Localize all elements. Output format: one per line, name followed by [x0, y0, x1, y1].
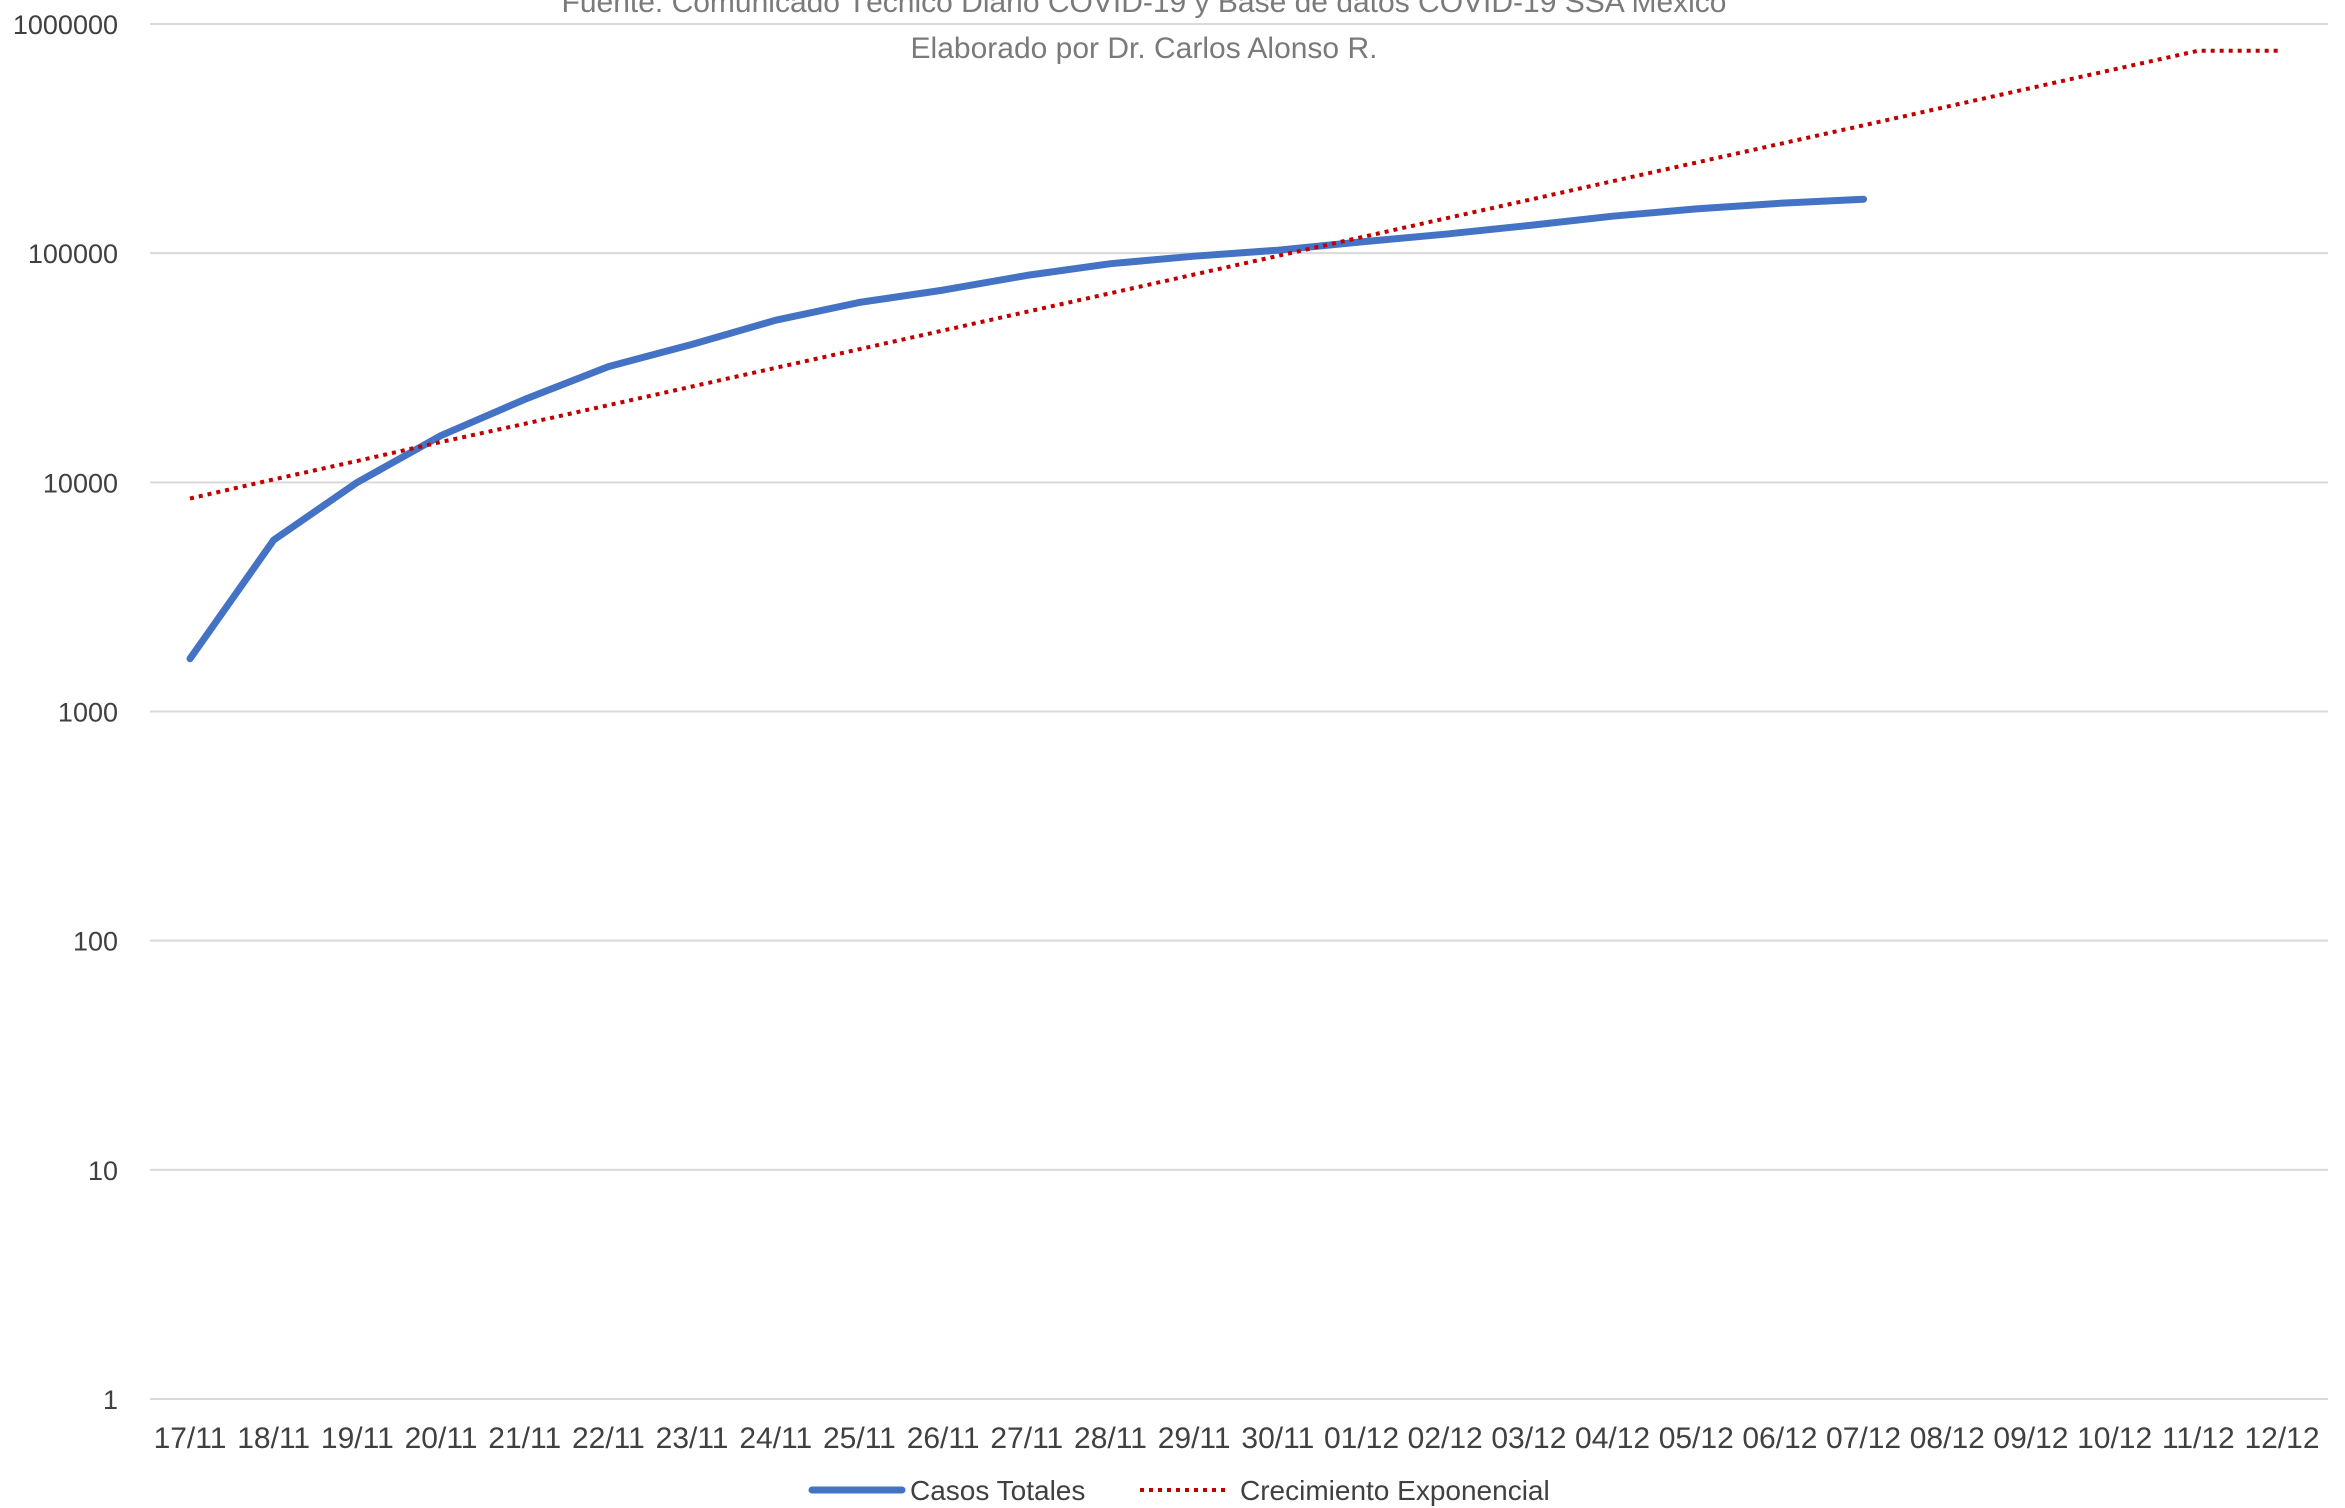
- x-tick-label: 20/11: [405, 1422, 478, 1455]
- chart-subtitle: Fuente: Comunicado Técnico Diario COVID-…: [562, 0, 1727, 65]
- x-tick-label: 11/12: [2162, 1422, 2235, 1455]
- x-axis-ticks: 17/11 18/11 19/11 20/11 21/11 22/11 23/11 24/11…: [154, 1422, 2320, 1455]
- x-tick-label: 08/12: [1910, 1422, 1985, 1455]
- legend-label-crecimiento-exponencial: Crecimiento Exponencial: [1240, 1475, 1550, 1506]
- x-tick-label: 29/11: [1158, 1422, 1231, 1455]
- y-tick-label: 1: [103, 1385, 118, 1415]
- x-tick-label: 23/11: [656, 1422, 729, 1455]
- x-tick-label: 26/11: [907, 1422, 980, 1455]
- y-tick-label: 1000000: [13, 10, 118, 40]
- x-tick-label: 03/12: [1491, 1422, 1566, 1455]
- x-tick-label: 27/11: [990, 1422, 1063, 1455]
- subtitle-line-1: Fuente: Comunicado Técnico Diario COVID-…: [562, 0, 1727, 19]
- series-line-crecimiento-exponencial: [189, 48, 2282, 501]
- x-tick-label: 18/11: [237, 1422, 310, 1455]
- x-tick-label: 24/11: [739, 1422, 812, 1455]
- legend: Casos Totales Crecimiento Exponencial: [808, 1475, 1550, 1506]
- x-tick-label: 12/12: [2244, 1422, 2319, 1455]
- y-axis-ticks: 1 10 100 1000 10000 100000 1000000: [13, 10, 118, 1415]
- y-tick-label: 10000: [43, 468, 118, 498]
- x-tick-label: 22/11: [572, 1422, 645, 1455]
- x-tick-label: 07/12: [1826, 1422, 1901, 1455]
- x-tick-label: 05/12: [1659, 1422, 1734, 1455]
- subtitle-line-2: Elaborado por Dr. Carlos Alonso R.: [911, 32, 1378, 65]
- y-tick-label: 10: [88, 1156, 118, 1186]
- x-tick-label: 19/11: [321, 1422, 394, 1455]
- x-tick-label: 30/11: [1241, 1422, 1314, 1455]
- legend-label-casos-totales: Casos Totales: [910, 1475, 1085, 1506]
- y-tick-label: 100: [73, 927, 118, 957]
- x-tick-label: 02/12: [1408, 1422, 1483, 1455]
- x-tick-label: 06/12: [1742, 1422, 1817, 1455]
- x-tick-label: 10/12: [2077, 1422, 2152, 1455]
- series-line-casos-totales: [186, 195, 1868, 663]
- plot-series: [186, 48, 2282, 663]
- y-tick-label: 100000: [28, 239, 118, 269]
- x-tick-label: 25/11: [823, 1422, 896, 1455]
- x-tick-label: 17/11: [154, 1422, 227, 1455]
- x-tick-label: 21/11: [488, 1422, 561, 1455]
- x-tick-label: 04/12: [1575, 1422, 1650, 1455]
- y-tick-label: 1000: [58, 698, 118, 728]
- x-tick-label: 01/12: [1324, 1422, 1399, 1455]
- x-tick-label: 28/11: [1074, 1422, 1147, 1455]
- x-tick-label: 09/12: [1993, 1422, 2068, 1455]
- gridlines: [150, 23, 2328, 1400]
